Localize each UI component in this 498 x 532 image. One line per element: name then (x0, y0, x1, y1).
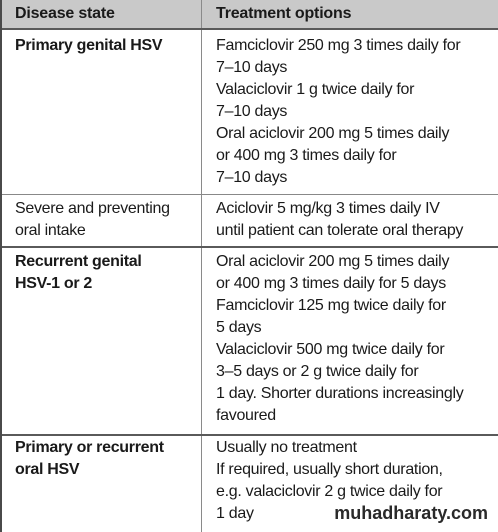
row-1-treatment: Famciclovir 250 mg 3 times daily for 7–1… (216, 37, 461, 186)
row-4-disease: Primary or recurrent oral HSV (15, 439, 164, 478)
watermark: muhadharaty.com (332, 503, 490, 524)
row-separator (2, 28, 498, 30)
row-3-disease: Recurrent genital HSV-1 or 2 (15, 253, 142, 292)
table-header: Disease state Treatment options (2, 0, 498, 28)
header-disease-state: Disease state (15, 5, 115, 22)
row-1-disease: Primary genital HSV (15, 37, 163, 54)
row-separator (2, 194, 498, 195)
column-divider (201, 0, 202, 532)
row-separator (2, 434, 498, 436)
row-2-disease: Severe and preventing oral intake (15, 200, 170, 239)
row-2-treatment: Aciclovir 5 mg/kg 3 times daily IV until… (216, 200, 464, 239)
row-3-treatment: Oral aciclovir 200 mg 5 times daily or 4… (216, 253, 464, 424)
header-treatment-options: Treatment options (216, 5, 352, 22)
row-4-treatment: Usually no treatment If required, usuall… (216, 439, 443, 522)
row-separator (2, 246, 498, 248)
